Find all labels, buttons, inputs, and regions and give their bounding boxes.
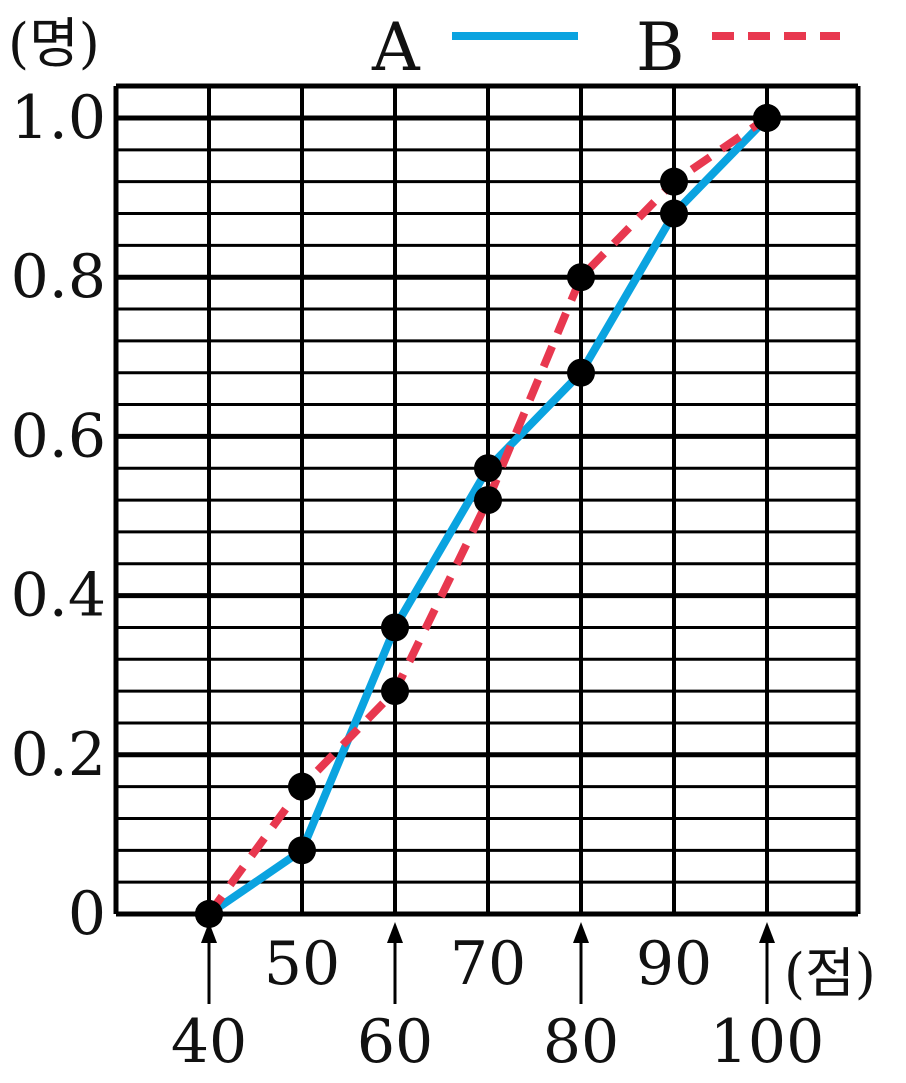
tick-pointer-arrow <box>573 922 589 943</box>
x-tick-label-lower: 100 <box>710 1007 825 1077</box>
data-point-A <box>474 454 502 483</box>
x-tick-label-lower: 60 <box>357 1007 433 1077</box>
data-point-B <box>381 677 409 706</box>
data-point-A <box>567 358 595 387</box>
y-tick-label: 0.8 <box>11 242 106 312</box>
x-tick-label-upper: 70 <box>450 929 526 999</box>
data-point-B <box>567 263 595 292</box>
data-point-B <box>474 486 502 515</box>
tick-labels: 0 0.2 0.4 0.6 0.8 1.0 50 70 90 40 60 80 100 <box>11 83 825 1077</box>
x-axis-label: (점) <box>784 942 876 1005</box>
x-tick-label-upper: 90 <box>636 929 712 999</box>
data-points <box>195 104 781 928</box>
tick-pointer-arrow <box>387 922 403 943</box>
data-point-B <box>288 772 316 801</box>
data-point-B <box>753 104 781 132</box>
x-tick-label-upper: 50 <box>264 929 340 999</box>
y-axis-label: (명) <box>8 12 100 75</box>
y-tick-label: 0.2 <box>11 720 106 790</box>
x-tick-label-lower: 80 <box>543 1007 619 1077</box>
tick-pointer-arrow <box>201 922 217 943</box>
data-point-B <box>195 900 223 928</box>
legend-label-B: B <box>636 9 685 86</box>
data-point-A <box>660 199 688 228</box>
data-point-A <box>381 613 409 642</box>
y-tick-label: 0 <box>68 879 106 949</box>
data-point-B <box>660 167 688 196</box>
y-tick-label: 0.6 <box>11 401 106 471</box>
y-tick-label: 0.4 <box>11 561 106 631</box>
grid <box>113 83 861 917</box>
x-tick-label-lower: 40 <box>171 1007 247 1077</box>
tick-pointer-arrow <box>759 922 775 943</box>
legend-label-A: A <box>371 9 421 86</box>
y-tick-label: 1.0 <box>11 83 106 153</box>
data-point-A <box>288 836 316 865</box>
